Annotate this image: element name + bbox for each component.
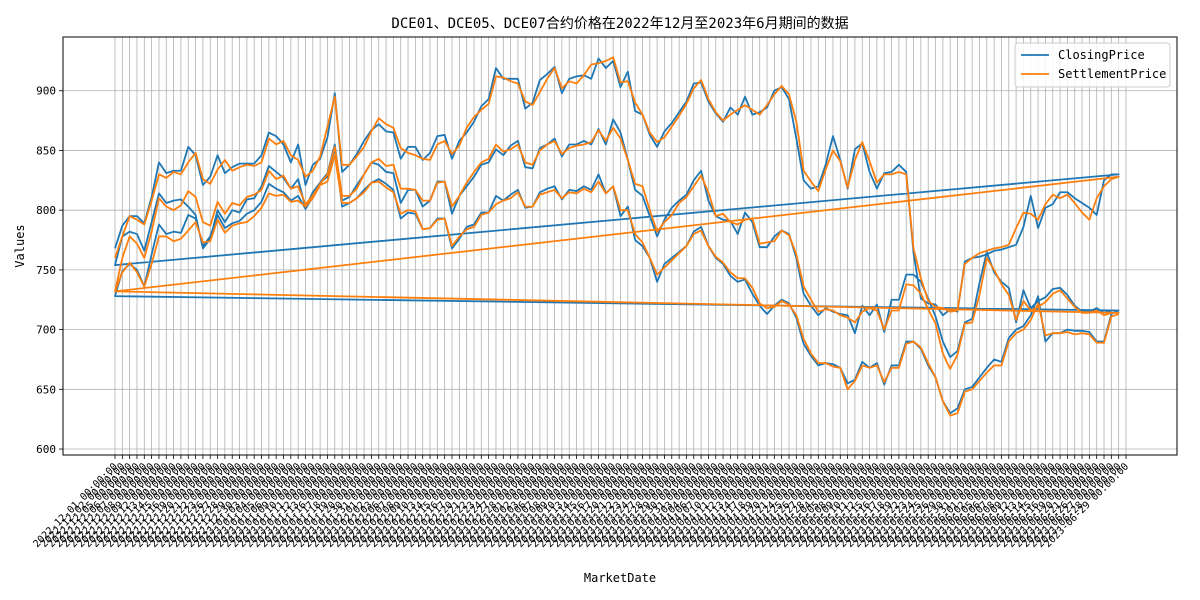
y-tick-label: 650 [36, 383, 56, 396]
legend: ClosingPrice SettlementPrice [1014, 42, 1171, 88]
y-tick-label: 850 [36, 144, 56, 157]
y-tick-label: 700 [36, 324, 56, 337]
plot-frame [62, 36, 1178, 456]
y-tick-label: 900 [36, 85, 56, 98]
y-axis-label: Values [13, 224, 27, 267]
legend-closingprice-label: ClosingPrice [1058, 48, 1145, 62]
series-layer [114, 56, 1120, 417]
grid-lines [63, 37, 1177, 455]
legend-settlementprice-label: SettlementPrice [1058, 67, 1166, 81]
y-tick-label: 600 [36, 443, 56, 456]
series-line-settlementprice [114, 56, 1120, 417]
y-tick-label: 750 [36, 264, 56, 277]
x-axis-label: MarketDate [584, 571, 656, 585]
y-axis-ticks: 600 650 700 750 800 850 900 [36, 85, 63, 456]
legend-box [1014, 42, 1171, 88]
chart-title: DCE01、DCE05、DCE07合约价格在2022年12月至2023年6月期间… [391, 16, 848, 32]
y-tick-label: 800 [36, 204, 56, 217]
